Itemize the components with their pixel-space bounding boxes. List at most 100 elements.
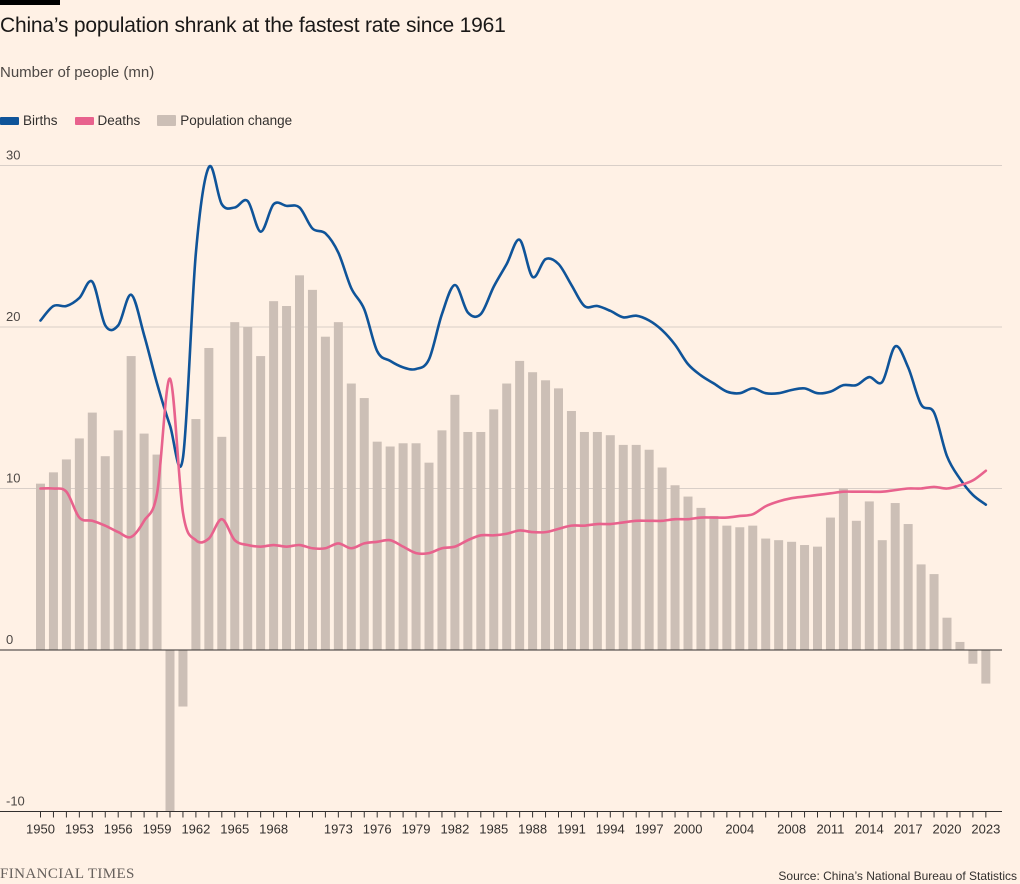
bar-population-change bbox=[566, 410, 576, 650]
bar-population-change bbox=[489, 409, 499, 650]
bar-population-change bbox=[295, 275, 304, 650]
bar-population-change bbox=[800, 545, 810, 650]
bar-population-change bbox=[968, 650, 978, 664]
bar-population-change bbox=[709, 515, 719, 650]
x-tick-label: 1956 bbox=[104, 822, 133, 837]
bar-population-change bbox=[813, 546, 822, 650]
bar-population-change bbox=[307, 289, 317, 650]
x-tick-label: 2014 bbox=[855, 822, 884, 837]
legend-item-change: Population change bbox=[157, 113, 292, 128]
bar-population-change bbox=[631, 444, 641, 650]
bar-population-change bbox=[74, 438, 84, 650]
bar-population-change bbox=[748, 525, 758, 650]
bar-population-change bbox=[528, 372, 538, 650]
x-tick-label: 1950 bbox=[26, 822, 55, 837]
bar-population-change bbox=[243, 327, 253, 650]
bar-population-change bbox=[761, 538, 771, 650]
legend-swatch-deaths bbox=[74, 116, 94, 125]
bar-population-change bbox=[864, 501, 874, 650]
bar-population-change bbox=[916, 564, 926, 650]
bar-population-change bbox=[722, 525, 732, 650]
y-tick-label: 20 bbox=[6, 309, 20, 324]
bar-population-change bbox=[903, 524, 913, 650]
bar-population-change bbox=[346, 383, 356, 650]
bar-population-change bbox=[554, 388, 563, 650]
bar-population-change bbox=[204, 347, 214, 650]
bar-population-change bbox=[61, 459, 71, 650]
source-note: Source: China’s National Bureau of Stati… bbox=[778, 869, 1017, 883]
bar-population-change bbox=[178, 650, 188, 707]
bar-population-change bbox=[929, 574, 939, 650]
bar-population-change bbox=[502, 383, 512, 650]
line-births bbox=[39, 164, 988, 506]
x-tick-label: 1959 bbox=[143, 822, 172, 837]
bar-population-change bbox=[515, 360, 525, 650]
legend-label-change: Population change bbox=[180, 113, 293, 128]
bar-population-change bbox=[165, 650, 175, 812]
y-tick-label: 0 bbox=[6, 632, 13, 647]
bar-population-change bbox=[411, 443, 421, 650]
legend-label-deaths: Deaths bbox=[97, 113, 141, 128]
x-tick-label: 1968 bbox=[259, 822, 288, 837]
chart-subtitle: Number of people (mn) bbox=[0, 64, 155, 81]
bar-population-change bbox=[774, 540, 784, 650]
bar-population-change bbox=[851, 520, 861, 650]
brand-bar bbox=[0, 0, 60, 5]
bar-population-change bbox=[838, 488, 848, 650]
bar-population-change bbox=[269, 301, 279, 650]
bar-population-change bbox=[139, 433, 149, 650]
bar-population-change bbox=[113, 430, 123, 650]
legend-swatch-births bbox=[0, 116, 19, 125]
bar-population-change bbox=[230, 322, 240, 650]
legend-item-births: Births bbox=[0, 113, 58, 128]
x-tick-label: 2008 bbox=[777, 822, 806, 837]
bar-population-change bbox=[191, 419, 201, 650]
bar-population-change bbox=[735, 527, 745, 650]
x-tick-label: 1953 bbox=[65, 822, 94, 837]
legend-item-deaths: Deaths bbox=[74, 113, 141, 128]
bar-population-change bbox=[385, 446, 395, 650]
bar-population-change bbox=[282, 306, 292, 650]
bar-population-change bbox=[877, 540, 887, 650]
bar-population-change bbox=[981, 650, 991, 684]
x-tick-label: 1979 bbox=[402, 822, 431, 837]
bar-population-change bbox=[825, 517, 835, 650]
y-tick-label: 30 bbox=[6, 148, 20, 163]
bar-population-change bbox=[100, 456, 110, 650]
bar-population-change bbox=[36, 483, 45, 650]
bar-population-change bbox=[618, 444, 628, 650]
ft-logo: FINANCIAL TIMES bbox=[0, 866, 135, 882]
bar-population-change bbox=[592, 431, 602, 650]
chart-title: China’s population shrank at the fastest… bbox=[0, 14, 506, 37]
bar-population-change bbox=[152, 454, 162, 650]
bar-population-change bbox=[541, 380, 551, 650]
x-tick-label: 2011 bbox=[816, 822, 844, 837]
y-tick-label: -10 bbox=[6, 794, 25, 809]
bar-population-change bbox=[644, 449, 654, 650]
x-tick-label: 1965 bbox=[220, 822, 249, 837]
bar-population-change bbox=[48, 472, 58, 650]
x-tick-label: 2023 bbox=[971, 822, 1000, 837]
bar-population-change bbox=[256, 356, 266, 650]
x-tick-label: 1985 bbox=[479, 822, 508, 837]
y-tick-label: 10 bbox=[6, 471, 20, 486]
bar-population-change bbox=[437, 430, 447, 650]
x-tick-label: 2017 bbox=[894, 822, 923, 837]
bar-population-change bbox=[476, 431, 486, 650]
x-tick-label: 1973 bbox=[324, 822, 353, 837]
x-tick-label: 1997 bbox=[635, 822, 664, 837]
x-tick-label: 2004 bbox=[725, 822, 754, 837]
bar-population-change bbox=[372, 441, 382, 650]
bar-population-change bbox=[320, 336, 330, 650]
x-tick-label: 1982 bbox=[440, 822, 469, 837]
bar-population-change bbox=[955, 641, 965, 650]
bar-population-change bbox=[126, 356, 136, 650]
x-tick-label: 1976 bbox=[363, 822, 392, 837]
x-tick-label: 2020 bbox=[933, 822, 962, 837]
bar-population-change bbox=[87, 412, 97, 650]
x-tick-label: 2000 bbox=[674, 822, 703, 837]
bar-population-change bbox=[696, 507, 706, 650]
bar-population-change bbox=[333, 322, 343, 650]
legend-swatch-change bbox=[157, 115, 177, 126]
